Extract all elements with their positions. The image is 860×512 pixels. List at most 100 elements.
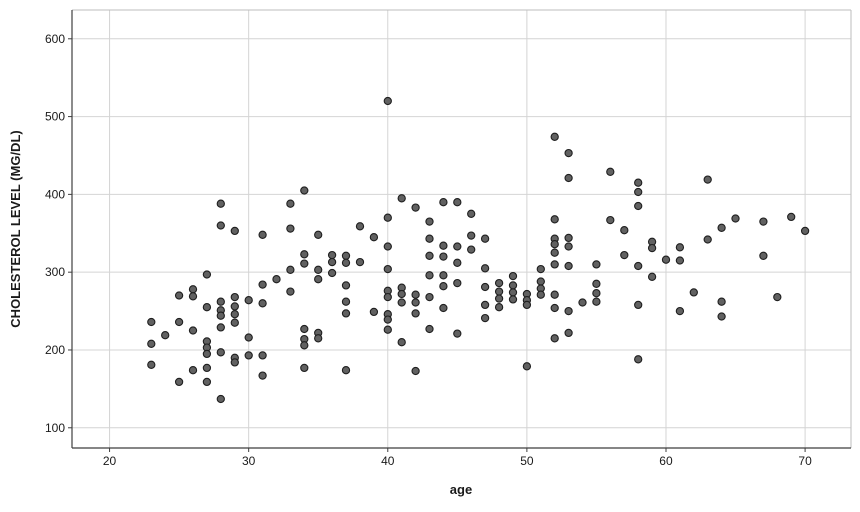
data-point bbox=[244, 333, 253, 342]
y-axis-title: CHOLESTEROL LEVEL (MG/DL) bbox=[8, 130, 23, 327]
data-point bbox=[300, 186, 309, 195]
data-point bbox=[244, 351, 253, 360]
data-point bbox=[397, 298, 406, 307]
data-point bbox=[369, 233, 379, 242]
data-point bbox=[592, 279, 601, 288]
data-point bbox=[383, 315, 392, 324]
data-point bbox=[425, 234, 434, 243]
data-point bbox=[174, 377, 184, 387]
data-point bbox=[230, 292, 239, 302]
tick-labels-layer: 20 30 40 50 60 70 100 200 300 400 500 600 bbox=[45, 32, 812, 468]
data-point bbox=[216, 323, 225, 332]
data-point bbox=[258, 299, 267, 308]
data-point bbox=[188, 285, 198, 294]
data-point bbox=[202, 270, 212, 279]
axis-ticks-layer bbox=[68, 38, 806, 452]
data-point bbox=[411, 290, 420, 299]
data-point bbox=[341, 281, 351, 290]
data-point bbox=[216, 394, 225, 404]
data-point bbox=[355, 222, 365, 231]
data-point bbox=[508, 271, 518, 281]
data-point bbox=[564, 242, 573, 251]
data-point bbox=[467, 245, 476, 254]
data-point bbox=[494, 303, 504, 312]
data-point bbox=[411, 309, 420, 318]
plot-frame-layer bbox=[71, 9, 852, 449]
data-point bbox=[314, 265, 323, 274]
data-point bbox=[717, 312, 726, 321]
data-point bbox=[550, 303, 559, 313]
data-point bbox=[634, 300, 643, 310]
data-point bbox=[508, 295, 518, 304]
data-point bbox=[550, 334, 559, 343]
data-point bbox=[397, 289, 406, 299]
data-point bbox=[202, 363, 212, 373]
data-point bbox=[230, 358, 239, 367]
data-point bbox=[494, 294, 504, 303]
data-point bbox=[536, 264, 545, 274]
data-point bbox=[675, 243, 685, 252]
data-point bbox=[787, 212, 796, 222]
data-point bbox=[425, 251, 434, 260]
data-point bbox=[202, 377, 212, 387]
data-point bbox=[272, 275, 281, 284]
data-point bbox=[383, 96, 392, 106]
data-point bbox=[467, 231, 476, 240]
data-point bbox=[647, 243, 657, 253]
data-point bbox=[230, 310, 239, 319]
data-point bbox=[258, 230, 267, 239]
data-point bbox=[578, 298, 587, 307]
data-point bbox=[480, 264, 490, 273]
data-point bbox=[188, 292, 198, 301]
data-point bbox=[550, 240, 559, 249]
data-point bbox=[147, 360, 156, 369]
data-point bbox=[564, 306, 573, 316]
data-point bbox=[383, 292, 392, 302]
data-point bbox=[606, 215, 615, 225]
data-point bbox=[731, 214, 740, 223]
data-point bbox=[564, 261, 573, 271]
data-point bbox=[675, 256, 685, 265]
data-point bbox=[634, 178, 643, 187]
data-point bbox=[480, 234, 490, 243]
data-point bbox=[425, 324, 434, 334]
x-tick-label: 50 bbox=[520, 454, 534, 468]
data-point bbox=[522, 362, 532, 371]
data-point bbox=[439, 271, 448, 280]
data-point bbox=[411, 298, 420, 307]
y-tick-label: 100 bbox=[45, 421, 65, 435]
x-tick-label: 40 bbox=[381, 454, 395, 468]
x-tick-label: 20 bbox=[103, 454, 117, 468]
data-point bbox=[397, 338, 406, 347]
x-tick-label: 60 bbox=[659, 454, 673, 468]
data-point bbox=[286, 287, 295, 296]
y-tick-label: 200 bbox=[45, 343, 65, 357]
data-point bbox=[536, 277, 545, 286]
data-points-layer bbox=[147, 96, 810, 404]
data-point bbox=[230, 318, 239, 327]
data-point bbox=[703, 235, 712, 244]
data-point bbox=[230, 226, 239, 236]
x-axis-title: age bbox=[450, 482, 472, 497]
data-point bbox=[592, 289, 601, 298]
data-point bbox=[327, 250, 337, 260]
data-point bbox=[244, 296, 253, 305]
data-point bbox=[508, 281, 518, 290]
data-point bbox=[161, 331, 170, 340]
data-point bbox=[480, 313, 490, 323]
data-point bbox=[202, 349, 212, 359]
data-point bbox=[564, 173, 573, 183]
data-point bbox=[216, 199, 225, 208]
data-point bbox=[773, 292, 782, 302]
data-point bbox=[564, 233, 573, 243]
data-point bbox=[314, 334, 323, 343]
data-point bbox=[522, 300, 532, 310]
data-point bbox=[480, 282, 490, 292]
data-point bbox=[341, 297, 351, 306]
data-point bbox=[300, 324, 309, 334]
data-point bbox=[216, 311, 225, 320]
data-point bbox=[341, 251, 351, 260]
data-point bbox=[759, 217, 768, 226]
data-point bbox=[300, 259, 309, 268]
